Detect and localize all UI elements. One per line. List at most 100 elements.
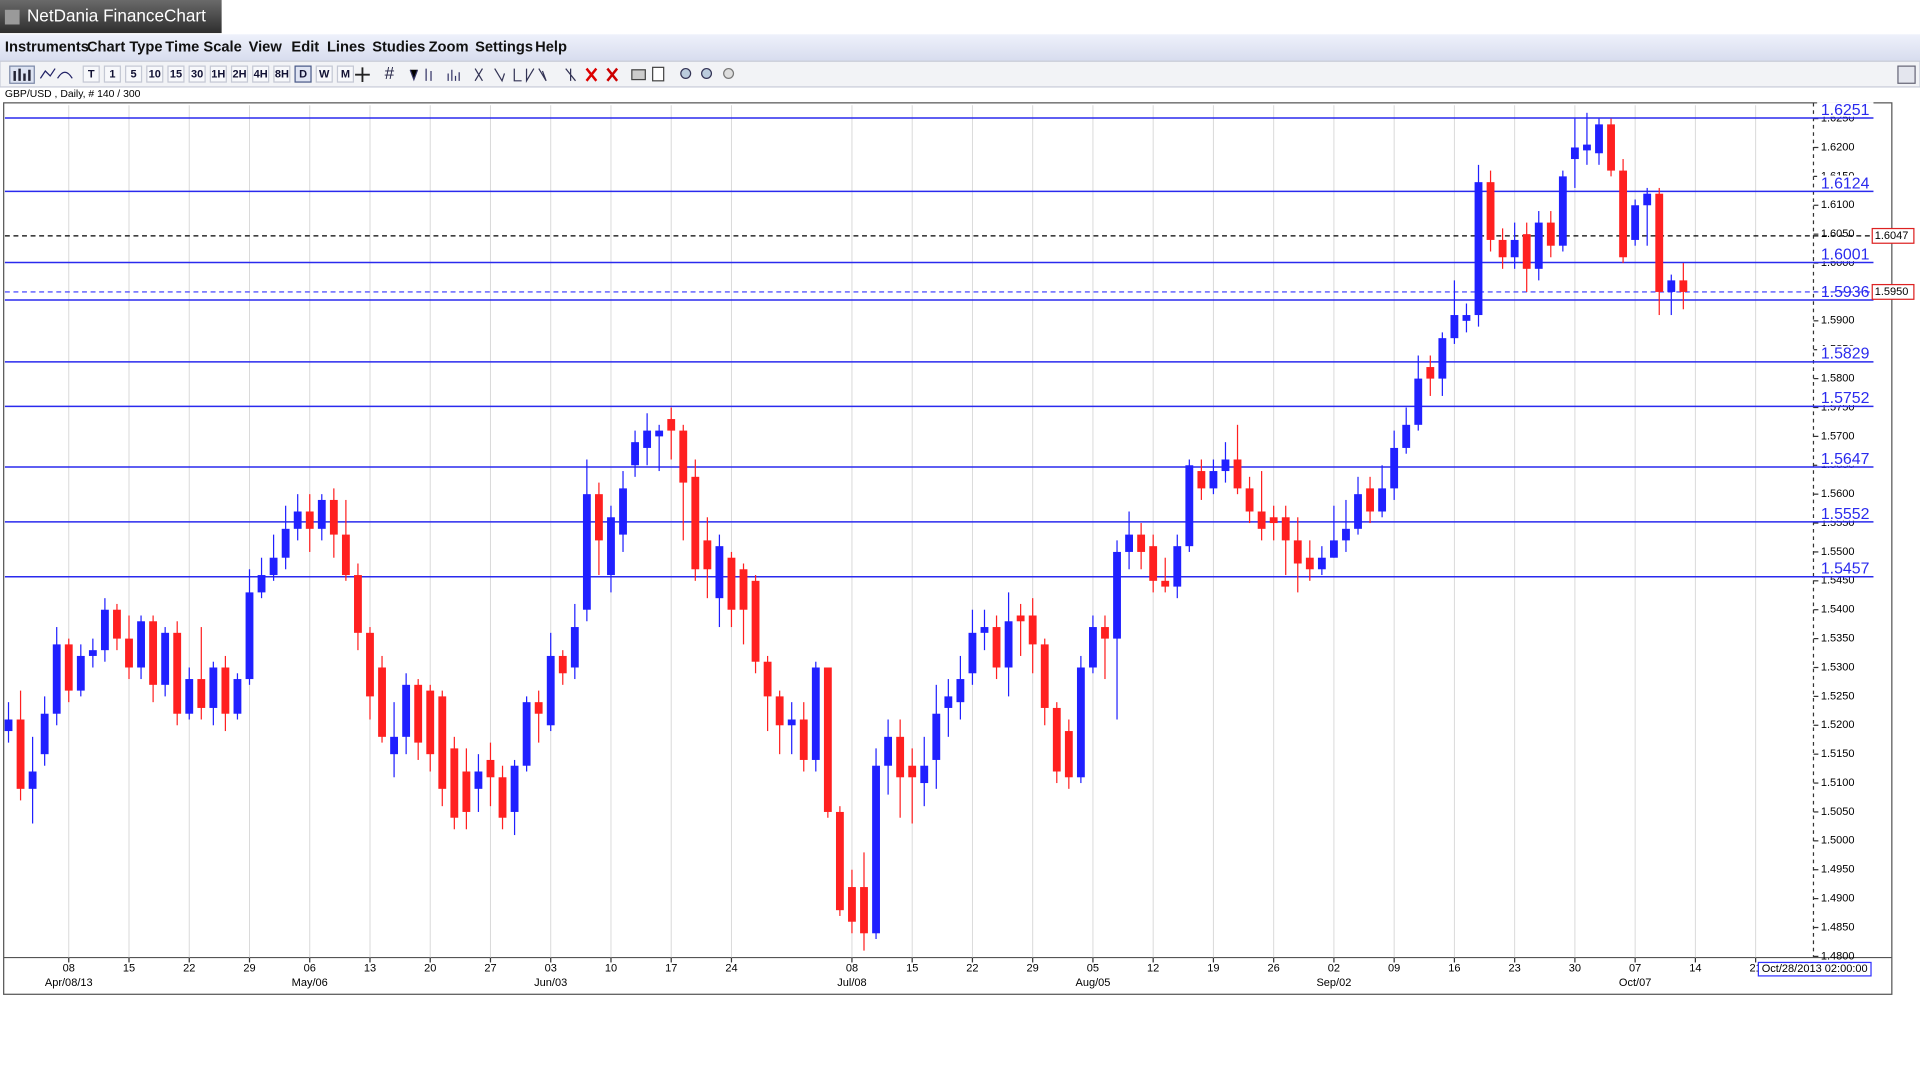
button-label: T [88,69,95,81]
candle-body [751,580,760,662]
candle-body [884,736,893,766]
candle-body [860,887,868,934]
y-tick-label: 1.5100 [1821,777,1855,789]
level-label: 1.6251 [1821,102,1870,119]
tool-icon [680,67,692,79]
x-tick-label: 06 [304,962,316,974]
candle-body [390,736,399,755]
button-face [209,65,227,83]
menu-item[interactable]: Studies [372,40,425,56]
y-tick-label: 1.6050 [1821,228,1855,240]
timeframe-button[interactable]: 5 [125,65,143,83]
timeframe-button[interactable]: 10 [146,65,164,83]
candle-body [667,419,676,431]
timeframe-button[interactable]: W [315,65,333,83]
timeframe-button[interactable]: 15 [167,65,185,83]
candle-body [1101,627,1109,639]
candle-body [402,684,411,737]
candle-body [1486,182,1495,240]
candle-body [462,771,471,812]
tool-icon [723,67,735,79]
tool-icon [409,68,460,82]
button-face [82,65,100,83]
candle-body [1498,239,1507,258]
timeframe-button[interactable]: 2H [230,65,249,83]
price-label: 1.5950 [1875,286,1909,298]
menu-item[interactable]: Edit [291,40,319,56]
x-tick-label: 30 [1569,962,1581,974]
x-tick-label: 12 [1147,962,1159,974]
timeframe-button[interactable]: 4H [252,65,270,83]
x-tick-label: 07 [1629,962,1641,974]
candle-body [1354,494,1362,529]
menu-bar [0,34,1920,62]
x-tick-label: 08 [63,962,75,974]
x-tick-label: 29 [243,962,255,974]
level-label-bg [1817,175,1874,191]
candle-body [1317,557,1326,570]
level-label-bg [1817,284,1874,299]
menu-item[interactable]: Help [535,40,567,56]
menu-item[interactable]: View [249,40,283,56]
candle-body [1619,170,1628,258]
timeframe-button[interactable]: 1H [209,65,227,83]
candle-body [968,632,977,674]
candle-body [896,736,905,778]
candle-body [1570,147,1579,160]
button-face [252,65,270,83]
candle-body [534,702,543,714]
button-label: 1 [109,69,115,81]
candle-body [257,575,266,593]
x-tick-label: 20 [424,962,436,974]
candle-body [522,702,531,766]
instrument-label: GBP/USD , Daily, # 140 / 300 [5,89,141,100]
x-date-label: Aug/05 [1075,977,1110,989]
menu-item[interactable]: Settings [475,40,533,56]
candle-body [305,511,314,529]
cursor-label: Oct/28/2013 02:00:00 [1762,963,1868,975]
button-face [125,65,143,83]
panel-button[interactable] [1897,65,1916,84]
level-label: 1.5647 [1821,451,1870,468]
timeframe-button[interactable]: 1 [103,65,121,83]
timeframe-button[interactable]: M [336,65,355,83]
candle-body [691,476,700,570]
x-tick-label: 09 [1388,962,1400,974]
x-tick-label: 10 [605,962,617,974]
tool-icon [652,66,665,82]
y-tick-label: 1.5150 [1821,748,1855,760]
candle-body [1558,176,1567,246]
candle-body [378,667,386,737]
menu-item[interactable]: Time Scale [165,40,241,56]
timeframe-button[interactable]: 8H [273,65,291,83]
menu-item[interactable]: Lines [327,40,365,56]
candle-body [76,655,85,691]
candle-body [317,499,326,529]
timeframe-button[interactable]: D [294,65,312,83]
candle-body [787,719,796,726]
menu-item[interactable]: Instruments [5,40,89,56]
candle-body [932,713,941,760]
y-tick-label: 1.5600 [1821,488,1855,500]
x-tick-label: 23 [1509,962,1521,974]
menu-item[interactable]: Chart Type [87,40,163,56]
candle-body [1125,534,1133,552]
candle-body [920,765,929,784]
candle-body [1209,471,1218,489]
menu-item[interactable]: Zoom [429,40,469,56]
x-tick-label: 24 [725,962,737,974]
candle-body [546,655,555,726]
timeframe-button[interactable]: T [82,65,100,83]
candle-body [414,684,423,743]
candle-body [1510,239,1519,258]
level-label-bg [1817,390,1874,406]
candle-body [1161,580,1170,587]
x-tick-label: 26 [1268,962,1280,974]
timeframe-button[interactable]: 30 [188,65,206,83]
candle-body [1329,540,1338,558]
candle-body [1366,488,1374,512]
y-tick-label: 1.5050 [1821,806,1855,818]
candle-body [992,627,1001,668]
